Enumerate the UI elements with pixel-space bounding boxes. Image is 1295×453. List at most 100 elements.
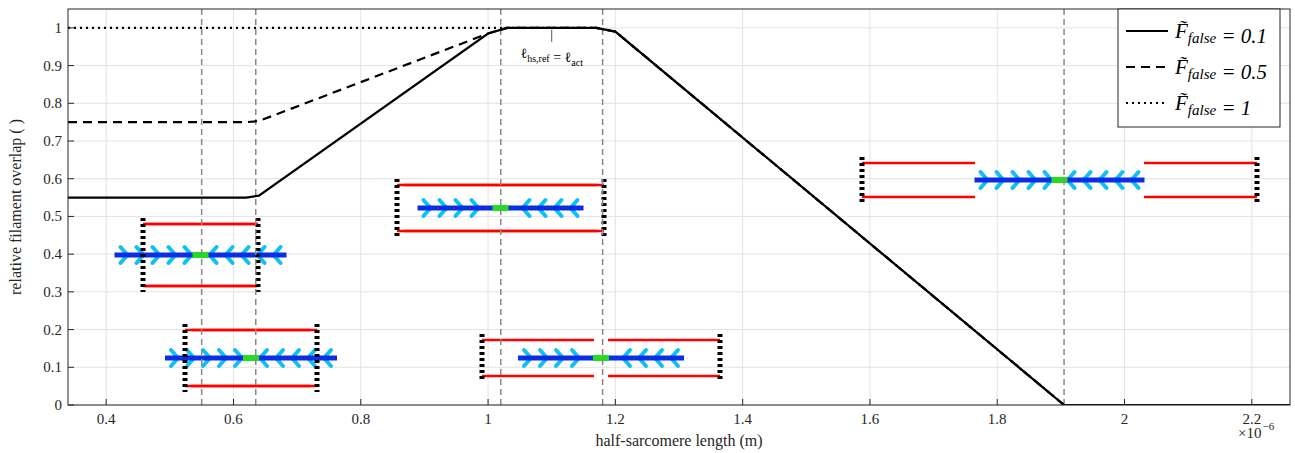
- thin-filament: [192, 329, 317, 332]
- thin-filament: [862, 162, 975, 165]
- reference-line: [201, 9, 203, 405]
- x-tick: [1251, 399, 1252, 405]
- x-tick-label: 2: [1121, 411, 1129, 427]
- grid-line: [68, 178, 1290, 179]
- grid-line: [233, 9, 234, 405]
- y-tick-label: 0: [55, 397, 63, 413]
- axes: 0.40.60.811.21.41.61.822.200.10.20.30.40…: [43, 20, 1261, 427]
- y-tick: [68, 141, 74, 142]
- z-disc: [860, 157, 865, 203]
- z-disc: [718, 334, 723, 382]
- m-line: [1052, 177, 1068, 183]
- annotation: ℓhs,ref = ℓact: [520, 46, 583, 68]
- x-tick-label: 1: [484, 411, 492, 427]
- y-tick-label: 1: [55, 20, 63, 36]
- background: [0, 0, 1295, 453]
- y-tick-label: 0.2: [43, 322, 62, 338]
- grid: [68, 9, 1290, 405]
- x-tick: [615, 399, 616, 405]
- thin-filament: [862, 196, 975, 199]
- sarcomere-sketch: [165, 324, 337, 392]
- z-disc: [1255, 157, 1260, 203]
- x-axis-title: half-sarcomere length (m): [595, 432, 762, 450]
- x-tick-label: 1.8: [988, 411, 1007, 427]
- x-tick: [1124, 399, 1125, 405]
- y-tick: [68, 103, 74, 104]
- reference-line: [602, 9, 604, 405]
- x-tick-label: 0.8: [351, 411, 370, 427]
- legend-swatch: [1126, 66, 1168, 68]
- legend-swatch: [1126, 30, 1168, 32]
- thin-filament: [1144, 196, 1257, 199]
- series-line: [68, 28, 1290, 405]
- m-line: [593, 355, 609, 361]
- x-tick: [106, 399, 107, 405]
- thin-filament: [608, 339, 720, 342]
- grid-line: [869, 9, 870, 405]
- reference-line: [500, 9, 502, 405]
- legend-label: F̃false = 0.1: [1174, 19, 1267, 48]
- x-tick-label: 1.4: [733, 411, 752, 427]
- x-tick-label: 0.4: [97, 411, 116, 427]
- thick-filament: [518, 356, 684, 361]
- z-disc: [395, 179, 400, 237]
- sarcomere-sketch: [862, 157, 1257, 203]
- thin-filament: [482, 339, 594, 342]
- x-multiplier-exponent: −6: [1262, 420, 1274, 432]
- grid-line: [742, 9, 743, 405]
- thin-filament: [404, 184, 604, 187]
- grid-line: [997, 9, 998, 405]
- reference-line: [1063, 9, 1065, 405]
- y-tick-label: 0.3: [43, 284, 62, 300]
- grid-line: [68, 216, 1290, 217]
- y-axis-title: relative filament overlap ( ): [7, 119, 25, 295]
- annotation-leader: [551, 30, 552, 42]
- y-tick: [68, 367, 74, 368]
- reference-line: [255, 9, 257, 405]
- y-tick-label: 0.6: [43, 171, 62, 187]
- legend-swatch: [1126, 102, 1168, 104]
- y-tick-label: 0.8: [43, 95, 62, 111]
- grid-line: [68, 254, 1290, 255]
- z-disc: [141, 218, 146, 292]
- y-tick: [68, 27, 74, 28]
- y-tick-label: 0.5: [43, 208, 62, 224]
- y-tick-label: 0.1: [43, 359, 62, 375]
- y-tick-label: 0.7: [43, 133, 62, 149]
- y-tick: [68, 405, 74, 406]
- sarcomere-sketch: [482, 334, 720, 382]
- series-line: [68, 28, 1290, 405]
- x-tick: [869, 399, 870, 405]
- x-tick: [997, 399, 998, 405]
- series-group: [68, 28, 1290, 405]
- thin-filament: [404, 230, 604, 233]
- z-disc: [183, 324, 188, 392]
- grid-line: [106, 9, 107, 405]
- z-disc: [480, 334, 485, 382]
- chart: 0.40.60.811.21.41.61.822.200.10.20.30.40…: [0, 0, 1295, 453]
- sarcomere-sketches: [115, 157, 1258, 392]
- z-disc: [315, 324, 320, 392]
- legend-label: F̃false = 0.5: [1174, 55, 1267, 84]
- z-disc: [602, 179, 607, 237]
- y-tick: [68, 65, 74, 66]
- y-tick: [68, 178, 74, 179]
- grid-line: [68, 27, 1290, 28]
- grid-line: [360, 9, 361, 405]
- x-tick-label: 1.2: [606, 411, 625, 427]
- grid-line: [68, 65, 1290, 66]
- m-line: [243, 355, 259, 361]
- y-tick: [68, 329, 74, 330]
- x-multiplier: ×10: [1238, 425, 1261, 441]
- thick-filament: [165, 356, 337, 361]
- grid-line: [68, 103, 1290, 104]
- reference-lines: [202, 9, 1064, 405]
- legend: F̃false = 0.1F̃false = 0.5F̃false = 1: [1118, 9, 1280, 127]
- thin-filament: [482, 375, 594, 378]
- thin-filament: [192, 385, 317, 388]
- sarcomere-sketch: [397, 179, 604, 237]
- series-line: [68, 28, 1290, 405]
- grid-line: [615, 9, 616, 405]
- y-tick-label: 0.9: [43, 58, 62, 74]
- x-tick-label: 1.6: [861, 411, 880, 427]
